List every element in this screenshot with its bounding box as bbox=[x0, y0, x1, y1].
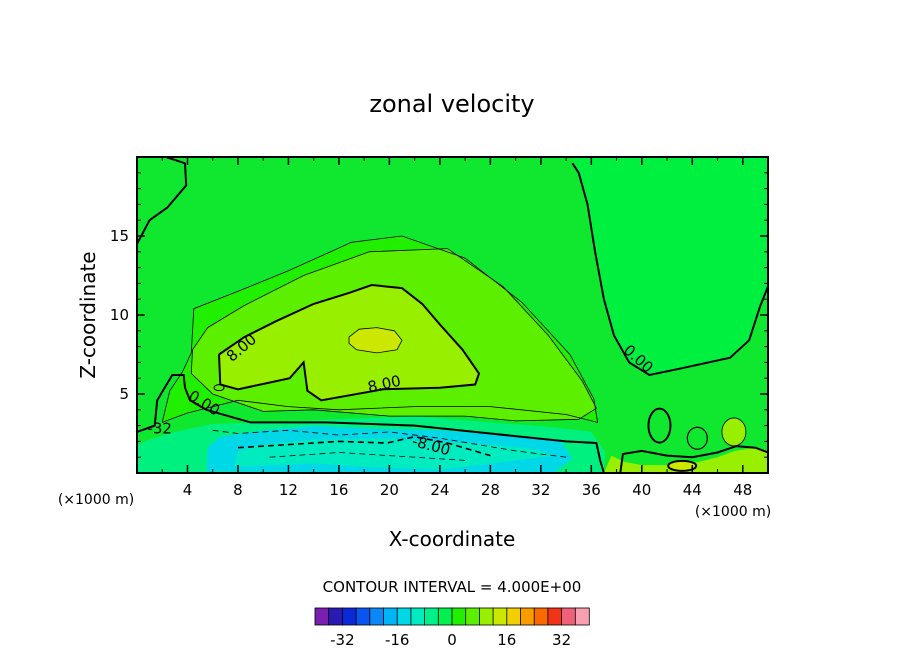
colorbar-swatch-7 bbox=[410, 607, 426, 626]
colorbar-swatch-8 bbox=[424, 607, 440, 626]
colorbar-swatch-12 bbox=[478, 607, 494, 626]
y-tick-label-2: 15 bbox=[110, 227, 129, 245]
x-tick-label-1: 8 bbox=[233, 481, 243, 499]
colorbar-swatch-14 bbox=[506, 607, 522, 626]
contour-neg-12 bbox=[269, 452, 466, 461]
y-tick-label-1: 10 bbox=[110, 306, 129, 324]
colorbar-swatch-19 bbox=[574, 607, 590, 626]
x-tick-label-11: 48 bbox=[733, 481, 752, 499]
colorbar-swatch-1 bbox=[328, 607, 344, 626]
contour-small-loop bbox=[213, 384, 225, 392]
contour-zero-upper-left bbox=[137, 157, 188, 245]
colorbar-swatch-11 bbox=[465, 607, 481, 626]
contour-eddy-d bbox=[667, 459, 698, 472]
contour-zero-right-surface bbox=[619, 445, 768, 473]
colorbar-tick-label-1: -16 bbox=[385, 631, 410, 649]
x-tick-label-8: 36 bbox=[582, 481, 601, 499]
x-unit-right: (×1000 m) bbox=[695, 504, 771, 520]
x-tick-label-6: 28 bbox=[481, 481, 500, 499]
colorbar-tick-labels: -32 -16 0 16 32 bbox=[330, 631, 571, 649]
x-tick-label-3: 16 bbox=[329, 481, 348, 499]
y-tick-label-0: 5 bbox=[119, 385, 129, 403]
x-tick-label-2: 12 bbox=[279, 481, 298, 499]
contour-eddy-a bbox=[647, 407, 672, 444]
colorbar-swatch-5 bbox=[383, 607, 398, 626]
colorbar-swatch-10 bbox=[451, 607, 467, 626]
contour-zero-right bbox=[571, 162, 768, 377]
x-tick-label-5: 24 bbox=[430, 481, 449, 499]
chart-title: zonal velocity bbox=[369, 90, 534, 118]
colorbar-tick-label-0: -32 bbox=[330, 631, 355, 649]
contour-label-5: -32 bbox=[147, 419, 172, 437]
colorbar-swatch-13 bbox=[492, 607, 508, 626]
colorbar-swatch-4 bbox=[369, 607, 385, 626]
colorbar-tick-label-3: 16 bbox=[497, 631, 516, 649]
x-tick-label-7: 32 bbox=[531, 481, 550, 499]
contour-16 bbox=[348, 327, 403, 354]
contour-8 bbox=[218, 283, 481, 402]
contour-neg-8 bbox=[237, 435, 491, 457]
y-axis-label: Z-coordinate bbox=[76, 251, 100, 378]
contour-lines bbox=[137, 157, 768, 473]
surface-eddy-right bbox=[721, 417, 746, 446]
surface-patch-right bbox=[603, 447, 768, 473]
x-tick-label-0: 4 bbox=[183, 481, 193, 499]
colorbar-swatch-17 bbox=[547, 607, 563, 626]
x-tick-label-4: 20 bbox=[380, 481, 399, 499]
colorbar bbox=[314, 607, 590, 626]
x-axis-ticks: 4 8 12 16 20 24 28 32 36 40 44 48 bbox=[161, 157, 752, 499]
colorbar-swatch-9 bbox=[437, 607, 453, 626]
colorbar-swatch-16 bbox=[533, 607, 549, 626]
colorbar-swatch-18 bbox=[561, 607, 576, 626]
x-tick-label-9: 40 bbox=[632, 481, 651, 499]
x-axis-label: X-coordinate bbox=[389, 527, 516, 551]
contour-eddy-c bbox=[721, 417, 747, 447]
colorbar-swatch-0 bbox=[314, 607, 330, 626]
contour-zero-lower bbox=[137, 374, 605, 473]
colorbar-swatch-15 bbox=[520, 607, 535, 626]
x-tick-label-10: 44 bbox=[683, 481, 702, 499]
contour-interval-label: CONTOUR INTERVAL = 4.000E+00 bbox=[323, 578, 582, 596]
contour-4 bbox=[161, 235, 599, 423]
contour-4b bbox=[190, 248, 597, 422]
surface-eddy-center bbox=[668, 460, 697, 471]
contour-neg-4 bbox=[212, 429, 567, 458]
colorbar-swatch-3 bbox=[355, 607, 371, 626]
colorbar-swatch-6 bbox=[396, 607, 412, 626]
colorbar-tick-label-4: 32 bbox=[552, 631, 571, 649]
jet-maximum bbox=[349, 327, 402, 353]
velocity-field bbox=[137, 157, 768, 473]
colorbar-swatch-2 bbox=[341, 607, 357, 626]
y-axis-ticks: 5 10 15 bbox=[110, 172, 768, 458]
x-unit-left: (×1000 m) bbox=[58, 492, 134, 508]
zero-contour-region-right bbox=[572, 157, 768, 375]
colorbar-tick-label-2: 0 bbox=[447, 631, 457, 649]
negative-core-inner bbox=[234, 438, 554, 470]
contour-eddy-b bbox=[686, 426, 708, 450]
